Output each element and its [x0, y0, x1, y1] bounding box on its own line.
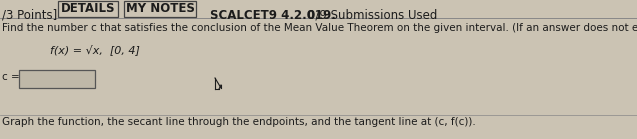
FancyBboxPatch shape	[124, 1, 196, 17]
Text: Graph the function, the secant line through the endpoints, and the tangent line : Graph the function, the secant line thro…	[2, 117, 476, 127]
Text: c =: c =	[2, 72, 20, 82]
Text: DETAILS: DETAILS	[61, 3, 115, 16]
Text: 0/9 Submissions Used: 0/9 Submissions Used	[308, 9, 438, 22]
Text: Find the number c that satisfies the conclusion of the Mean Value Theorem on the: Find the number c that satisfies the con…	[2, 23, 637, 33]
Text: f(x) = √x,  [0, 4]: f(x) = √x, [0, 4]	[50, 44, 140, 55]
FancyBboxPatch shape	[58, 1, 118, 17]
FancyBboxPatch shape	[19, 70, 95, 88]
Text: MY NOTES: MY NOTES	[125, 3, 194, 16]
Text: /3 Points]: /3 Points]	[2, 9, 57, 22]
Text: SCALCET9 4.2.019.: SCALCET9 4.2.019.	[210, 9, 336, 22]
